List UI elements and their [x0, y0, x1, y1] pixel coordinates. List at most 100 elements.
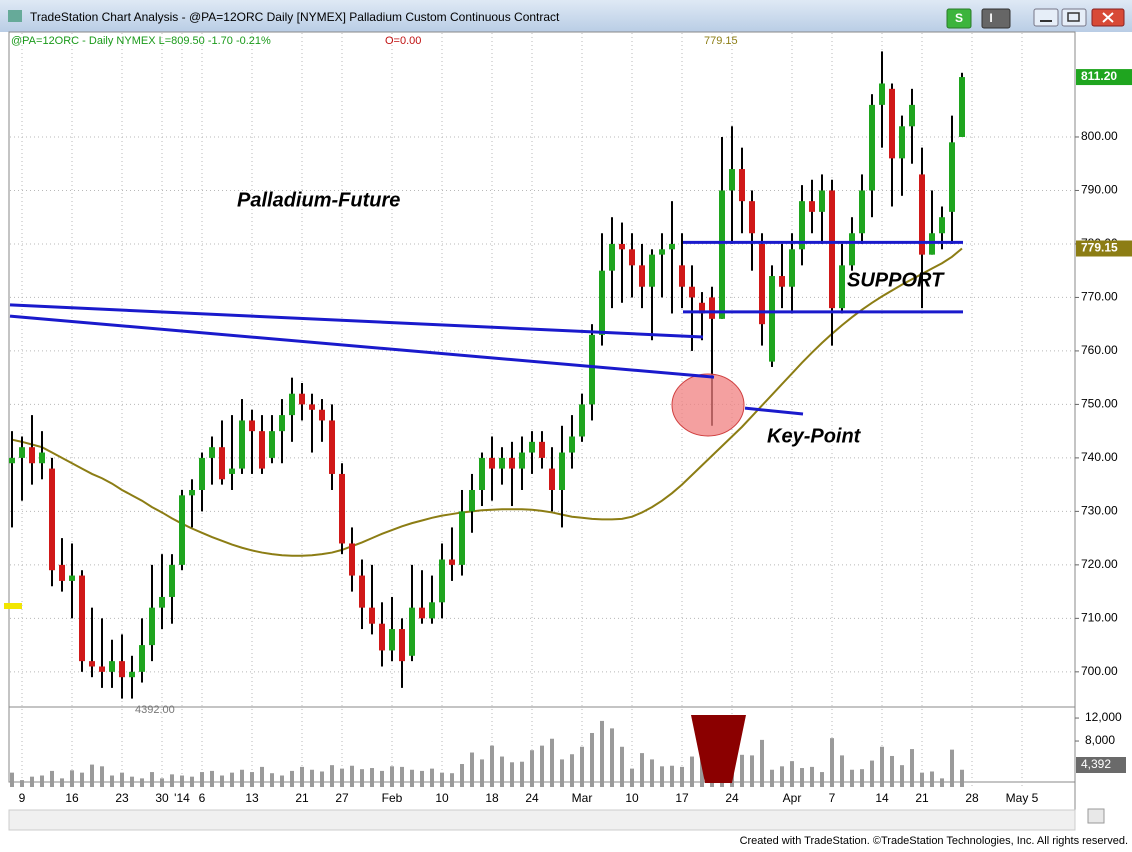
trend-line [744, 406, 804, 416]
strategy-button-label: S [955, 11, 963, 25]
candle-body [669, 243, 675, 250]
volume-bar [100, 766, 104, 787]
x-tick-label: Apr [783, 791, 802, 805]
candle-body [119, 661, 125, 678]
volume-bar [260, 766, 264, 787]
volume-bar [60, 778, 64, 787]
volume-bar [820, 772, 824, 787]
candle-body [839, 265, 845, 309]
volume-bar [600, 720, 604, 787]
candle-body [149, 607, 155, 646]
candle-body [509, 457, 515, 469]
volume-bar [110, 775, 114, 787]
volume-bar [200, 772, 204, 787]
restore-button[interactable] [1061, 8, 1087, 27]
candle-body [279, 415, 285, 432]
candle-body [739, 169, 745, 202]
marker [4, 603, 22, 609]
volume-bar [940, 778, 944, 787]
volume-bar [670, 765, 674, 787]
volume-bar [830, 738, 834, 787]
volume-bar [310, 769, 314, 787]
candle-body [29, 447, 35, 464]
candle-body [169, 564, 175, 597]
volume-bar [790, 761, 794, 787]
x-tick-label: 23 [115, 791, 129, 805]
candle-body [829, 190, 835, 309]
volume-bar [590, 732, 594, 787]
volume-bar [910, 749, 914, 787]
volume-bar [520, 761, 524, 787]
volume-bar [740, 754, 744, 787]
candle-body [139, 645, 145, 672]
x-tick-label: 6 [199, 791, 206, 805]
trend-line [9, 314, 715, 379]
volume-bar [570, 754, 574, 787]
candle-body [359, 575, 365, 608]
candle-body [59, 564, 65, 581]
x-tick-label: 24 [525, 791, 539, 805]
volume-bar [840, 755, 844, 787]
footer-bar [0, 831, 1132, 847]
window-title: TradeStation Chart Analysis - @PA=12ORC … [30, 10, 560, 24]
info-open: O=0.00 [385, 35, 421, 47]
x-tick-label: 17 [675, 791, 689, 805]
volume-bar [770, 769, 774, 787]
candle-body [569, 436, 575, 453]
candle-body [749, 201, 755, 234]
candle-body [799, 201, 805, 250]
candle-body [79, 575, 85, 662]
candle-body [389, 629, 395, 651]
volume-bar [810, 766, 814, 787]
volume-bar [280, 775, 284, 787]
volume-bar [800, 768, 804, 787]
volume-bar [610, 728, 614, 787]
volume-bar [750, 755, 754, 787]
candle-body [539, 441, 545, 458]
candle-body [629, 249, 635, 266]
volume-bar [760, 739, 764, 787]
volume-bar [330, 765, 334, 787]
volume-bar [290, 770, 294, 787]
minimize-button[interactable] [1033, 8, 1059, 27]
volume-bar [640, 753, 644, 787]
volume-bar [20, 780, 24, 787]
indicator-button[interactable] [981, 8, 1011, 29]
volume-bar [390, 766, 394, 787]
scrollbar[interactable] [8, 809, 1076, 831]
candle-body [159, 596, 165, 608]
volume-bar [140, 778, 144, 787]
volume-bar [860, 769, 864, 787]
candle-body [959, 77, 965, 137]
candle-body [459, 511, 465, 565]
candle-body [249, 420, 255, 432]
trend-line [9, 303, 704, 339]
candle-body [769, 276, 775, 362]
volume-bar [120, 772, 124, 787]
volume-bar [300, 766, 304, 787]
candle-body [289, 393, 295, 416]
candle-body [219, 447, 225, 480]
candle-body [99, 666, 105, 672]
strategy-button[interactable] [946, 8, 972, 29]
candle-body [129, 671, 135, 678]
volume-tick-label: 8,000 [1085, 733, 1115, 747]
ma-box [1076, 240, 1132, 257]
volume-bar [690, 756, 694, 787]
volume-bar [70, 770, 74, 787]
x-tick-label: Feb [382, 791, 403, 805]
annotation: SUPPORT [847, 269, 945, 291]
candle-body [409, 607, 415, 656]
volume-bar [150, 772, 154, 787]
info-ma: 779.15 [704, 35, 738, 47]
candle-body [809, 201, 815, 212]
volume-bar [530, 750, 534, 787]
scroll-thumb[interactable] [1087, 808, 1105, 824]
candle-body [519, 452, 525, 469]
volume-bar [870, 760, 874, 787]
candle-body [909, 104, 915, 127]
candle-body [319, 409, 325, 421]
candle-body [89, 661, 95, 667]
volume-bar [920, 772, 924, 787]
